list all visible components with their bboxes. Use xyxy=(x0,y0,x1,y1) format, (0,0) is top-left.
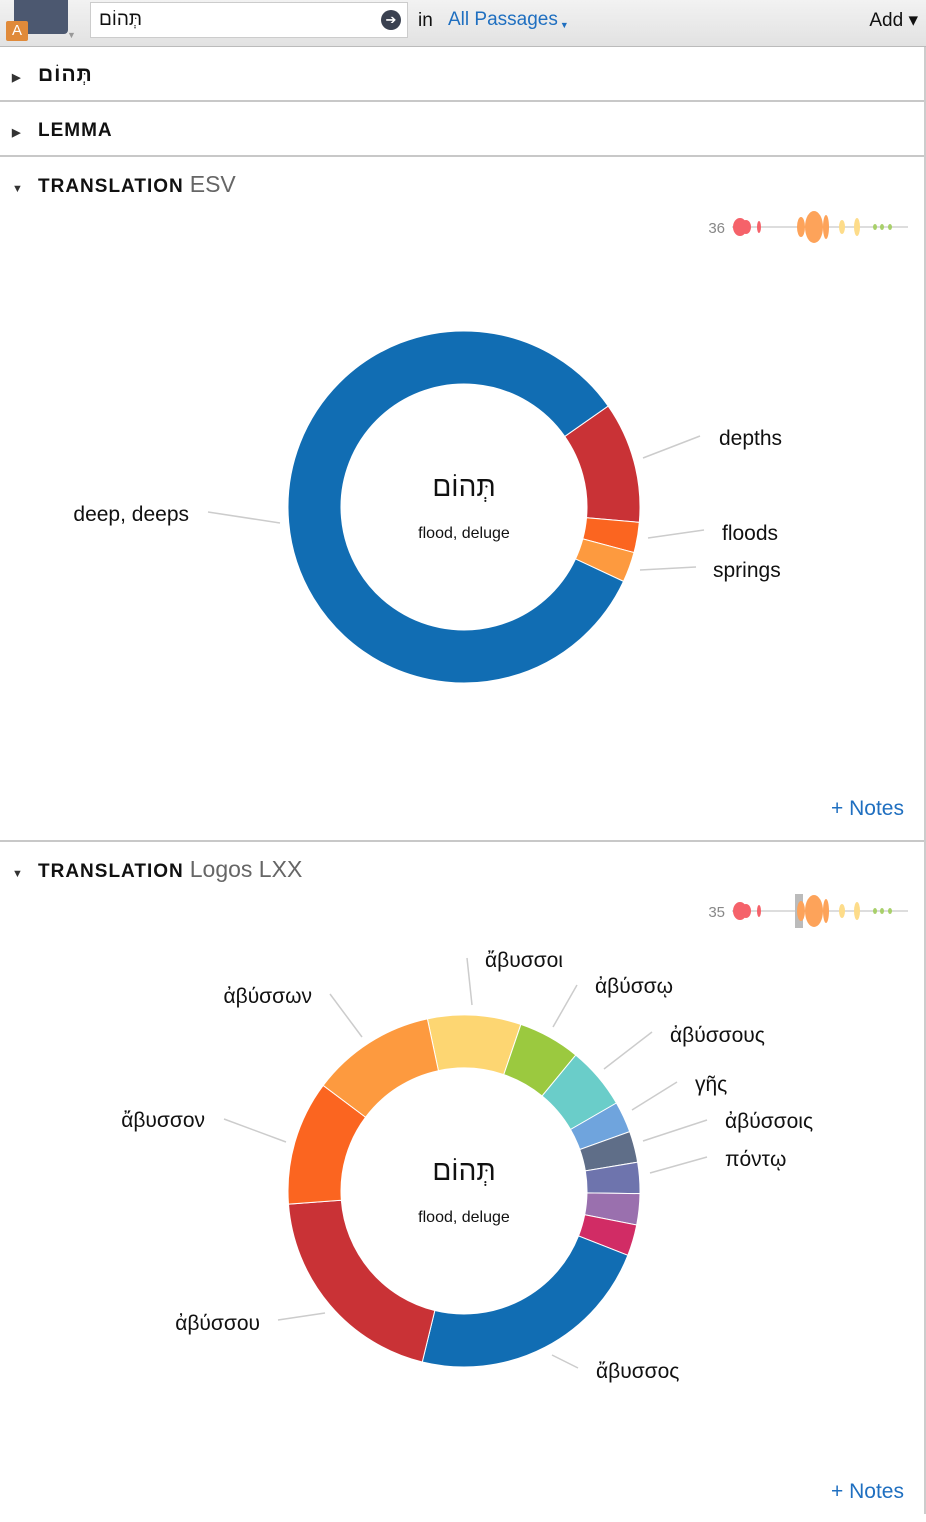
triangle-right-icon: ▶ xyxy=(12,72,22,84)
toolbar: A ▼ תְּהוֹם ➔ in All Passages ▼ Add ▾ xyxy=(0,0,926,47)
section-esv-toggle[interactable]: ▼ TRANSLATION ESV xyxy=(12,171,236,198)
version-label: ESV xyxy=(189,171,236,197)
in-label: in xyxy=(418,10,433,31)
go-arrow-icon[interactable]: ➔ xyxy=(381,10,401,30)
section-lxx-toggle[interactable]: ▼ TRANSLATION Logos LXX xyxy=(12,856,302,883)
section-lemma: ▶ LEMMA xyxy=(0,102,926,157)
section-lemma-toggle[interactable]: ▶ LEMMA xyxy=(12,120,113,142)
section-esv: ▼ TRANSLATION ESV + Notes xyxy=(0,157,926,842)
section-title: TRANSLATION xyxy=(38,861,184,882)
chevron-down-icon: ▼ xyxy=(559,20,569,30)
add-button[interactable]: Add ▾ xyxy=(869,10,918,31)
add-notes-link[interactable]: + Notes xyxy=(831,797,904,820)
section-lxx: ▼ TRANSLATION Logos LXX + Notes xyxy=(0,842,926,1522)
section-title: LEMMA xyxy=(38,120,113,141)
section-headword-toggle[interactable]: ▶ תְּהוֹם xyxy=(12,63,93,87)
search-value: תְּהוֹם xyxy=(99,9,142,30)
scope-dropdown[interactable]: All Passages ▼ xyxy=(448,9,569,31)
triangle-down-icon: ▼ xyxy=(12,183,24,195)
search-input[interactable]: תְּהוֹם ➔ xyxy=(90,2,408,38)
scope-label: All Passages xyxy=(448,9,558,30)
section-headword: ▶ תְּהוֹם xyxy=(0,47,926,102)
triangle-right-icon: ▶ xyxy=(12,127,22,139)
app-menu-caret-icon[interactable]: ▼ xyxy=(67,30,76,40)
triangle-down-icon: ▼ xyxy=(12,868,24,880)
section-title: תְּהוֹם xyxy=(38,63,93,86)
add-notes-link[interactable]: + Notes xyxy=(831,1480,904,1503)
section-title: TRANSLATION xyxy=(38,176,184,197)
app-badge: A xyxy=(6,21,28,41)
version-label: Logos LXX xyxy=(189,856,303,882)
scrollbar-edge xyxy=(924,47,926,1514)
